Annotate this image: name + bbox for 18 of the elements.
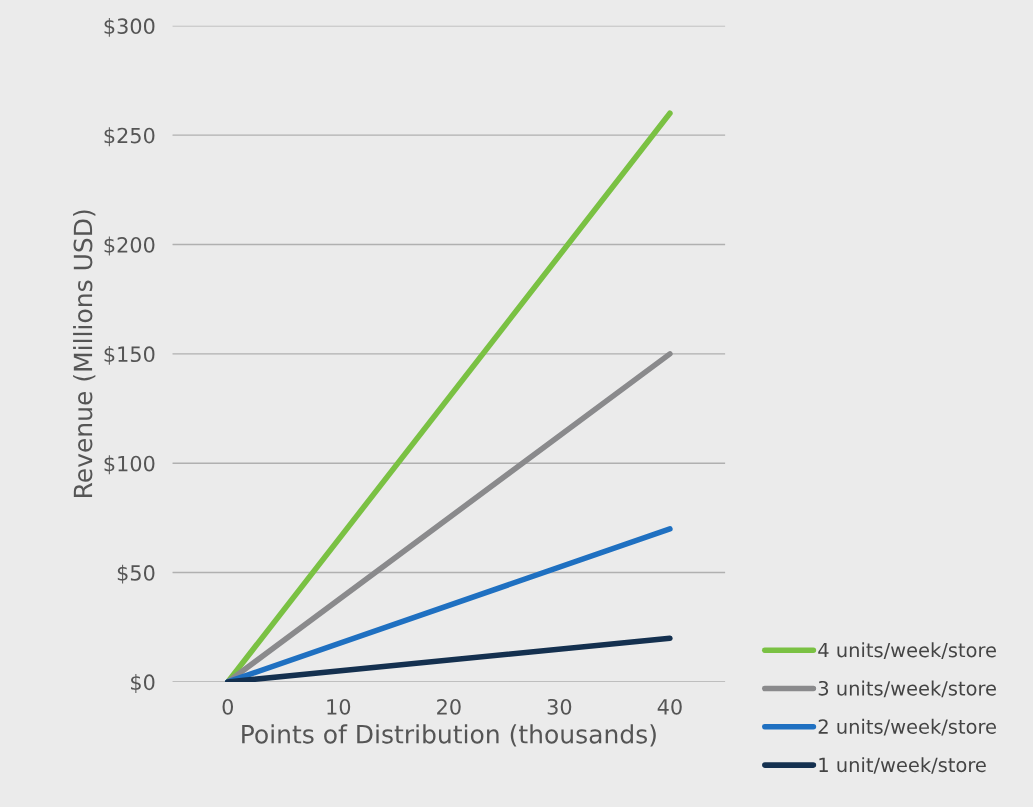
legend-label: 4 units/week/store: [818, 642, 996, 659]
x-tick-label: 20: [437, 698, 461, 715]
y-axis-title: Revenue (Millions USD): [73, 210, 96, 498]
y-tick-label: $300: [104, 17, 155, 37]
y-tick-label: $50: [117, 564, 155, 584]
y-tick-label: $200: [104, 236, 155, 256]
x-tick-label: 10: [327, 698, 351, 715]
y-tick-label: $150: [104, 345, 155, 365]
x-tick-label: 0: [222, 698, 234, 715]
x-axis-title: Points of Distribution (thousands): [242, 724, 656, 747]
legend-label: 2 units/week/store: [818, 718, 996, 736]
x-tick-label: 30: [547, 698, 572, 715]
legend-label: 3 units/week/store: [818, 680, 996, 698]
y-tick-label: $250: [104, 127, 155, 147]
y-tick-label: $100: [104, 455, 155, 475]
y-tick-label: $0: [131, 674, 155, 693]
legend-label: 1 unit/week/store: [819, 757, 986, 774]
x-tick-label: 40: [657, 698, 682, 715]
